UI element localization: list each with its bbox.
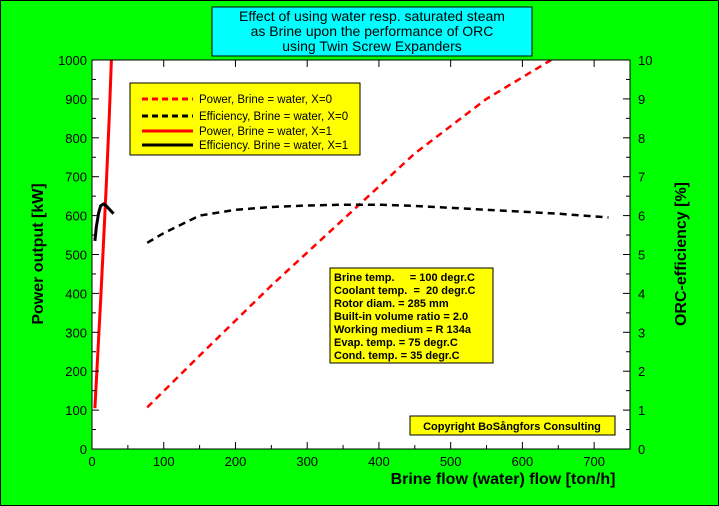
legend-entry-1: Power, Brine = water, X=0 — [199, 94, 332, 106]
y2-tick-label-9: 9 — [638, 92, 645, 107]
title-line-2: as Brine upon the performance of ORC — [251, 23, 494, 39]
parameter-line-2: Coolant temp. = 20 degr.C — [334, 285, 476, 297]
legend-entry-4: Efficiency. Brine = water, X=1 — [199, 140, 348, 152]
series-line-4 — [93, 202, 115, 242]
series-line-1 — [146, 60, 552, 409]
parameter-line-4: Built-in volume ratio = 2.0 — [334, 311, 468, 323]
parameter-line-7: Cond. temp. = 35 degr.C — [334, 350, 460, 362]
y2-tick-label-10: 10 — [638, 53, 652, 68]
y-tick-label-4: 400 — [65, 286, 87, 301]
y-tick-label-9: 900 — [65, 92, 87, 107]
series-layer — [93, 60, 609, 409]
ticks-layer: 0 100 200 300 400 500 600 700010020030040050060… — [58, 53, 652, 469]
y-tick-label-5: 500 — [65, 248, 87, 263]
y2-tick-label-0: 0 — [638, 442, 645, 457]
x-tick-label-6: 600 — [512, 454, 534, 469]
title-line-3: using Twin Screw Expanders — [282, 38, 462, 54]
y2-tick-label-2: 2 — [638, 364, 645, 379]
parameter-box: Brine temp. = 100 degr.C Coolant temp. =… — [329, 267, 494, 364]
y2-tick-label-1: 1 — [638, 403, 645, 418]
y2-tick-label-8: 8 — [638, 131, 645, 146]
y2-tick-label-3: 3 — [638, 325, 645, 340]
parameter-line-1: Brine temp. = 100 degr.C — [334, 272, 475, 284]
y2-tick-label-4: 4 — [638, 286, 645, 301]
y-tick-label-7: 700 — [65, 170, 87, 185]
y-tick-label-3: 300 — [65, 325, 87, 340]
legend-entry-3: Power, Brine = water, X=1 — [199, 126, 332, 138]
parameter-line-6: Evap. temp. = 75 degr.C — [334, 337, 458, 349]
copyright-box — [409, 415, 616, 436]
title-box — [211, 6, 533, 57]
legend-entry-2: Efficiency, Brine = water, X=0 — [199, 111, 348, 123]
y2-tick-label-7: 7 — [638, 170, 645, 185]
y-tick-label-2: 200 — [65, 364, 87, 379]
x-tick-label-4: 400 — [368, 454, 390, 469]
y-axis-label: Power output [kW] — [30, 183, 47, 324]
y-tick-label-6: 600 — [65, 209, 87, 224]
x-tick-label-1: 100 — [153, 454, 175, 469]
legend: Power, Brine = water, X=0 Efficiency, Br… — [129, 82, 361, 156]
y2-tick-label-5: 5 — [638, 248, 645, 263]
copyright-text: Copyright BoSångfors Consulting — [423, 421, 601, 433]
y2-axis-label: ORC-efficiency [%] — [673, 182, 690, 326]
y2-tick-label-6: 6 — [638, 209, 645, 224]
y-tick-label-1: 100 — [65, 403, 87, 418]
title-line-1: Effect of using water resp. saturated st… — [239, 8, 505, 24]
x-tick-label-0: 0 — [88, 454, 95, 469]
y-tick-label-8: 800 — [65, 131, 87, 146]
series-line-3 — [93, 60, 113, 409]
legend-box — [129, 82, 361, 156]
x-tick-label-5: 500 — [440, 454, 462, 469]
x-tick-label-2: 200 — [225, 454, 247, 469]
parameter-box-bg — [329, 267, 494, 364]
x-axis-label: Brine flow (water) flow [ton/h] — [391, 471, 616, 488]
parameter-line-3: Rotor diam. = 285 mm — [334, 298, 449, 310]
y-tick-label-10: 1000 — [58, 53, 87, 68]
parameter-line-5: Working medium = R 134a — [334, 324, 472, 336]
x-tick-label-7: 700 — [583, 454, 605, 469]
y-tick-label-0: 0 — [80, 442, 87, 457]
x-tick-label-3: 300 — [296, 454, 318, 469]
